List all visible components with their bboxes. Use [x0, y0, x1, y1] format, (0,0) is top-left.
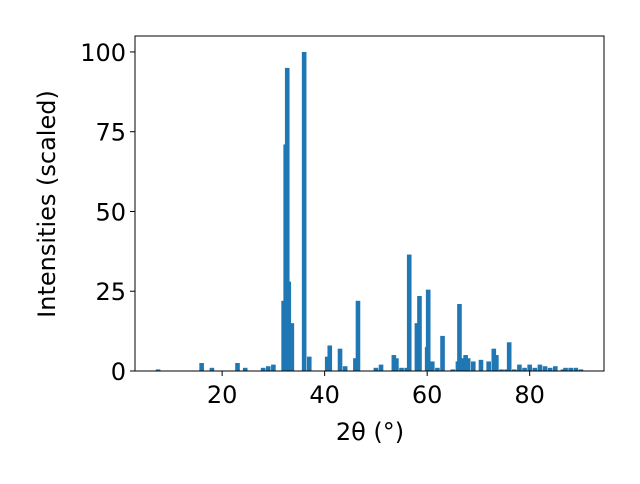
bar	[284, 67, 290, 372]
y-tick-label: 0	[111, 358, 126, 386]
bar	[373, 367, 379, 371]
bar	[504, 369, 509, 371]
bar	[286, 281, 292, 371]
bar	[265, 366, 271, 371]
plot-frame	[134, 35, 605, 372]
y-tick-label: 75	[95, 119, 126, 147]
bar	[378, 364, 384, 371]
bar	[499, 369, 504, 371]
bar	[478, 359, 484, 371]
bar	[337, 348, 343, 371]
bar	[342, 366, 348, 371]
bar	[260, 367, 266, 371]
bar	[470, 361, 476, 371]
y-tick-label: 50	[95, 198, 126, 226]
bar	[440, 335, 445, 371]
bar	[394, 358, 399, 371]
bar	[306, 356, 312, 371]
bar	[457, 304, 462, 371]
bar	[435, 367, 440, 371]
bar	[568, 367, 573, 371]
y-axis-label: Intensities (scaled)	[33, 90, 61, 318]
bar	[573, 367, 579, 371]
bar	[242, 367, 248, 371]
bar	[563, 367, 568, 371]
bar	[425, 289, 431, 371]
bar	[517, 364, 522, 371]
bar	[414, 323, 420, 371]
bar	[522, 367, 527, 371]
bar	[417, 296, 422, 371]
bar	[578, 369, 584, 371]
bar	[355, 300, 361, 371]
bar	[460, 358, 466, 371]
bar	[289, 323, 295, 371]
bar	[506, 342, 512, 371]
bar	[511, 369, 517, 371]
bar	[532, 367, 538, 371]
x-tick-label: 40	[309, 381, 340, 409]
bar	[399, 367, 404, 371]
x-tick-label: 20	[207, 381, 238, 409]
bar	[552, 366, 558, 371]
bar	[491, 348, 497, 371]
x-tick-label: 60	[412, 381, 443, 409]
bar	[353, 358, 358, 371]
bar	[547, 367, 553, 371]
bar	[450, 369, 456, 371]
x-axis-label: 2θ (°)	[336, 418, 404, 446]
bar	[327, 345, 333, 371]
bar	[527, 364, 532, 371]
bar	[463, 355, 468, 371]
bar	[235, 363, 240, 371]
bar	[465, 358, 471, 371]
bar	[406, 254, 412, 371]
bar	[486, 361, 491, 371]
bar	[271, 364, 276, 371]
bar	[155, 369, 161, 371]
bar	[209, 367, 215, 371]
bar	[429, 361, 435, 371]
bar	[324, 356, 330, 371]
x-tick-label: 80	[514, 381, 545, 409]
bar	[391, 355, 397, 371]
bar	[301, 51, 307, 371]
bar	[542, 366, 548, 371]
bar	[560, 369, 566, 371]
bar	[404, 367, 409, 371]
bar	[199, 363, 204, 371]
bar	[494, 355, 499, 371]
y-tick-label: 25	[95, 278, 126, 306]
bar	[537, 364, 543, 371]
y-tick-label: 100	[80, 39, 126, 67]
